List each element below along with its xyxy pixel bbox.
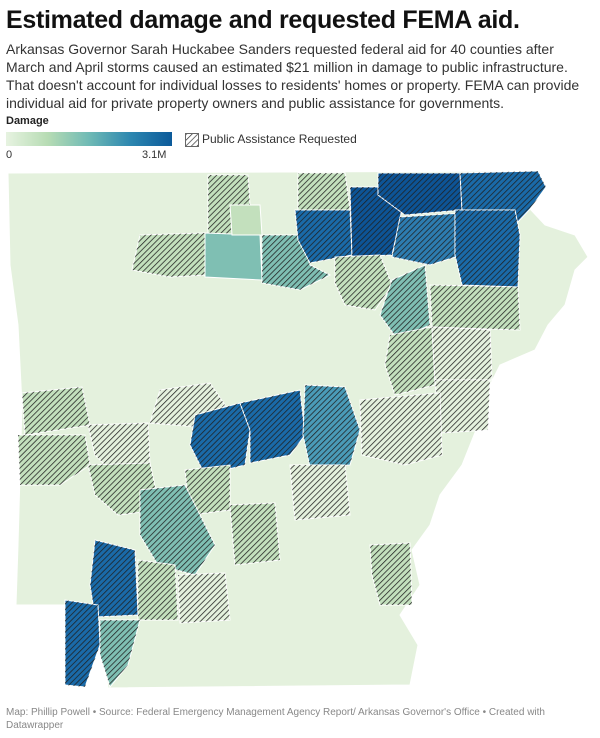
county-hatch	[435, 380, 490, 433]
county-hatch	[290, 465, 350, 520]
county-hatch	[240, 390, 305, 463]
county-hatch	[295, 210, 352, 263]
county-hatch	[185, 465, 230, 515]
map-description: Arkansas Governor Sarah Huckabee Sanders…	[6, 41, 580, 111]
legend-gradient-bar	[6, 132, 172, 146]
county-hatch	[298, 173, 350, 210]
county-hatch	[303, 385, 360, 467]
county-hatch	[378, 173, 462, 215]
county-hatch	[392, 213, 462, 265]
county-hatch	[100, 620, 140, 687]
county-hatch	[88, 423, 150, 475]
county-hatch	[335, 255, 392, 310]
county-hatch	[22, 387, 90, 435]
county-hatch	[380, 265, 430, 340]
county-hatch	[132, 233, 205, 277]
legend-damage-label: Damage	[6, 115, 49, 127]
county-hatch	[90, 540, 138, 617]
county-hatch	[455, 210, 520, 287]
county-hatch	[138, 560, 178, 620]
legend-hatch-swatch	[185, 133, 199, 147]
footer-credits: Map: Phillip Powell • Source: Federal Em…	[6, 707, 545, 731]
county-hatch	[140, 485, 215, 575]
county-hatch	[178, 573, 230, 623]
county-hatch	[360, 393, 442, 465]
county-hatch	[65, 600, 100, 687]
legend-hatch-label: Public Assistance Requested	[202, 132, 357, 146]
map-title: Estimated damage and requested FEMA aid.	[6, 6, 520, 34]
county	[229, 204, 263, 236]
county-hatch	[430, 285, 520, 330]
county-hatch	[18, 435, 90, 485]
county-hatch	[262, 235, 330, 290]
legend-min-value: 0	[6, 149, 13, 161]
legend-max-value: 3.1M	[142, 149, 167, 161]
county-hatch	[190, 403, 250, 475]
county-hatch	[385, 327, 435, 395]
county	[204, 232, 263, 281]
arkansas-county-map	[7, 170, 589, 689]
county-hatch	[432, 327, 492, 380]
county-hatch	[370, 543, 412, 605]
county-hatch	[230, 503, 280, 565]
